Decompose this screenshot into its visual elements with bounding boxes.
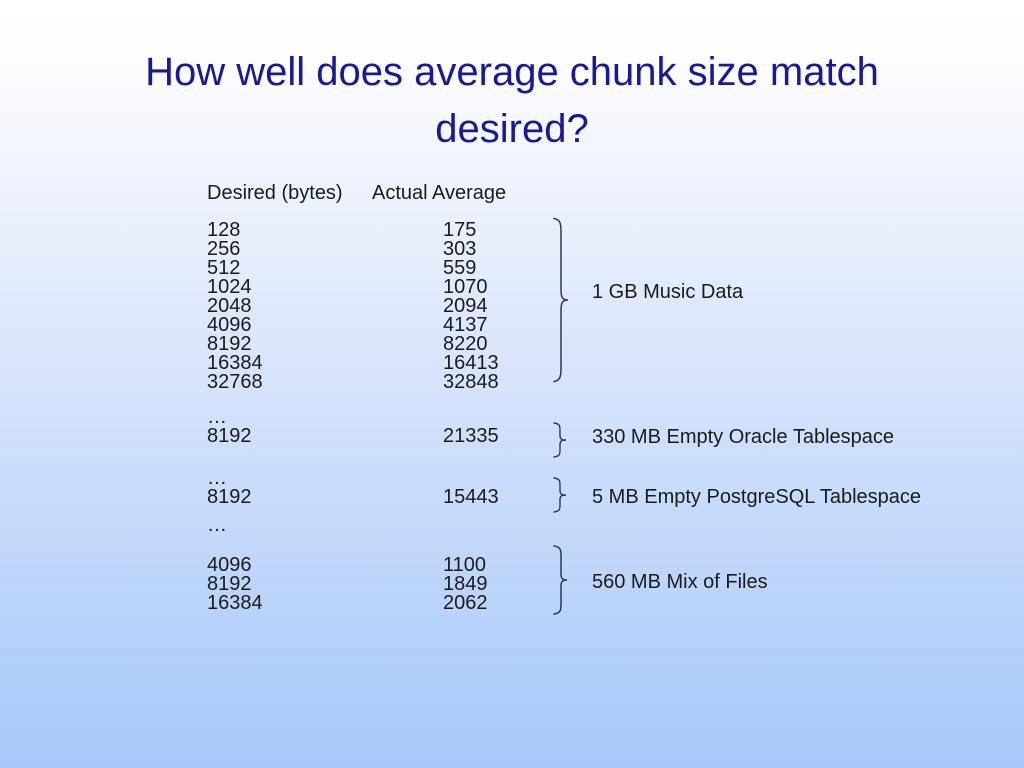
data-table: Desired (bytes) Actual Average 128 175 256… [207,182,507,614]
table-row: 256 303 [207,238,506,260]
cell-desired: 4096 [207,314,252,336]
slide-title-line-1: How well does average chunk size match [145,50,879,94]
group-label-music: 1 GB Music Data [592,281,744,303]
cell-actual: 1849 [443,573,488,595]
table-row: 8192 8220 [207,333,506,355]
cell-actual: 175 [443,219,477,241]
cell-desired: 2048 [207,295,252,317]
ellipsis-row: … [207,406,506,428]
cell-actual: 559 [443,257,477,279]
table-row: 4096 1100 [207,554,506,576]
cell-desired: 8192 [207,333,252,355]
cell-actual: 32848 [443,371,499,393]
cell-desired: 8192 [207,573,252,595]
slide-title-line-2: desired? [435,107,589,151]
ellipsis-row: … [207,467,506,489]
cell-desired: 16384 [207,592,263,614]
table-row: 8192 1849 [207,573,506,595]
cell-actual: 21335 [443,425,499,447]
group-label-mix: 560 MB Mix of Files [592,571,768,593]
table-row: 16384 16413 [207,352,506,374]
ellipsis: … [207,514,227,536]
table-row: 4096 4137 [207,314,506,336]
cell-actual: 2062 [443,592,488,614]
cell-actual: 1070 [443,276,488,298]
table-row: 1024 1070 [207,276,506,298]
table-row: 16384 2062 [207,592,506,614]
group-label-postgresql: 5 MB Empty PostgreSQL Tablespace [592,486,922,508]
cell-desired: 256 [207,238,241,260]
table-row: 512 559 [207,257,506,279]
cell-desired: 8192 [207,425,252,447]
cell-desired: 512 [207,257,241,279]
cell-actual: 4137 [443,314,488,336]
table-header-row: Desired (bytes) Actual Average [207,182,507,204]
ellipsis-row: … [207,514,506,536]
table-row: 8192 21335 [207,425,506,447]
curly-brace-icon [551,477,567,513]
cell-desired: 16384 [207,352,263,374]
cell-desired: 8192 [207,486,252,508]
table-row: 2048 2094 [207,295,506,317]
cell-actual: 2094 [443,295,488,317]
curly-brace-icon [551,422,567,458]
cell-actual: 16413 [443,352,499,374]
cell-actual: 303 [443,238,477,260]
ellipsis: … [207,406,227,428]
cell-actual: 1100 [443,554,487,576]
ellipsis: … [207,467,227,489]
curly-brace-icon [551,217,569,383]
cell-actual: 8220 [443,333,488,355]
table-row: 128 175 [207,219,506,241]
column-header-actual: Actual Average [372,182,507,204]
curly-brace-icon [551,545,568,615]
slide-title: How well does average chunk size match d… [0,44,1024,158]
cell-desired: 4096 [207,554,252,576]
column-header-desired: Desired (bytes) [207,182,343,204]
table-row: 8192 15443 [207,486,506,508]
cell-actual: 15443 [443,486,499,508]
group-label-oracle: 330 MB Empty Oracle Tablespace [592,426,895,448]
cell-desired: 1024 [207,276,252,298]
cell-desired: 128 [207,219,241,241]
table-row: 32768 32848 [207,371,506,393]
cell-desired: 32768 [207,371,263,393]
